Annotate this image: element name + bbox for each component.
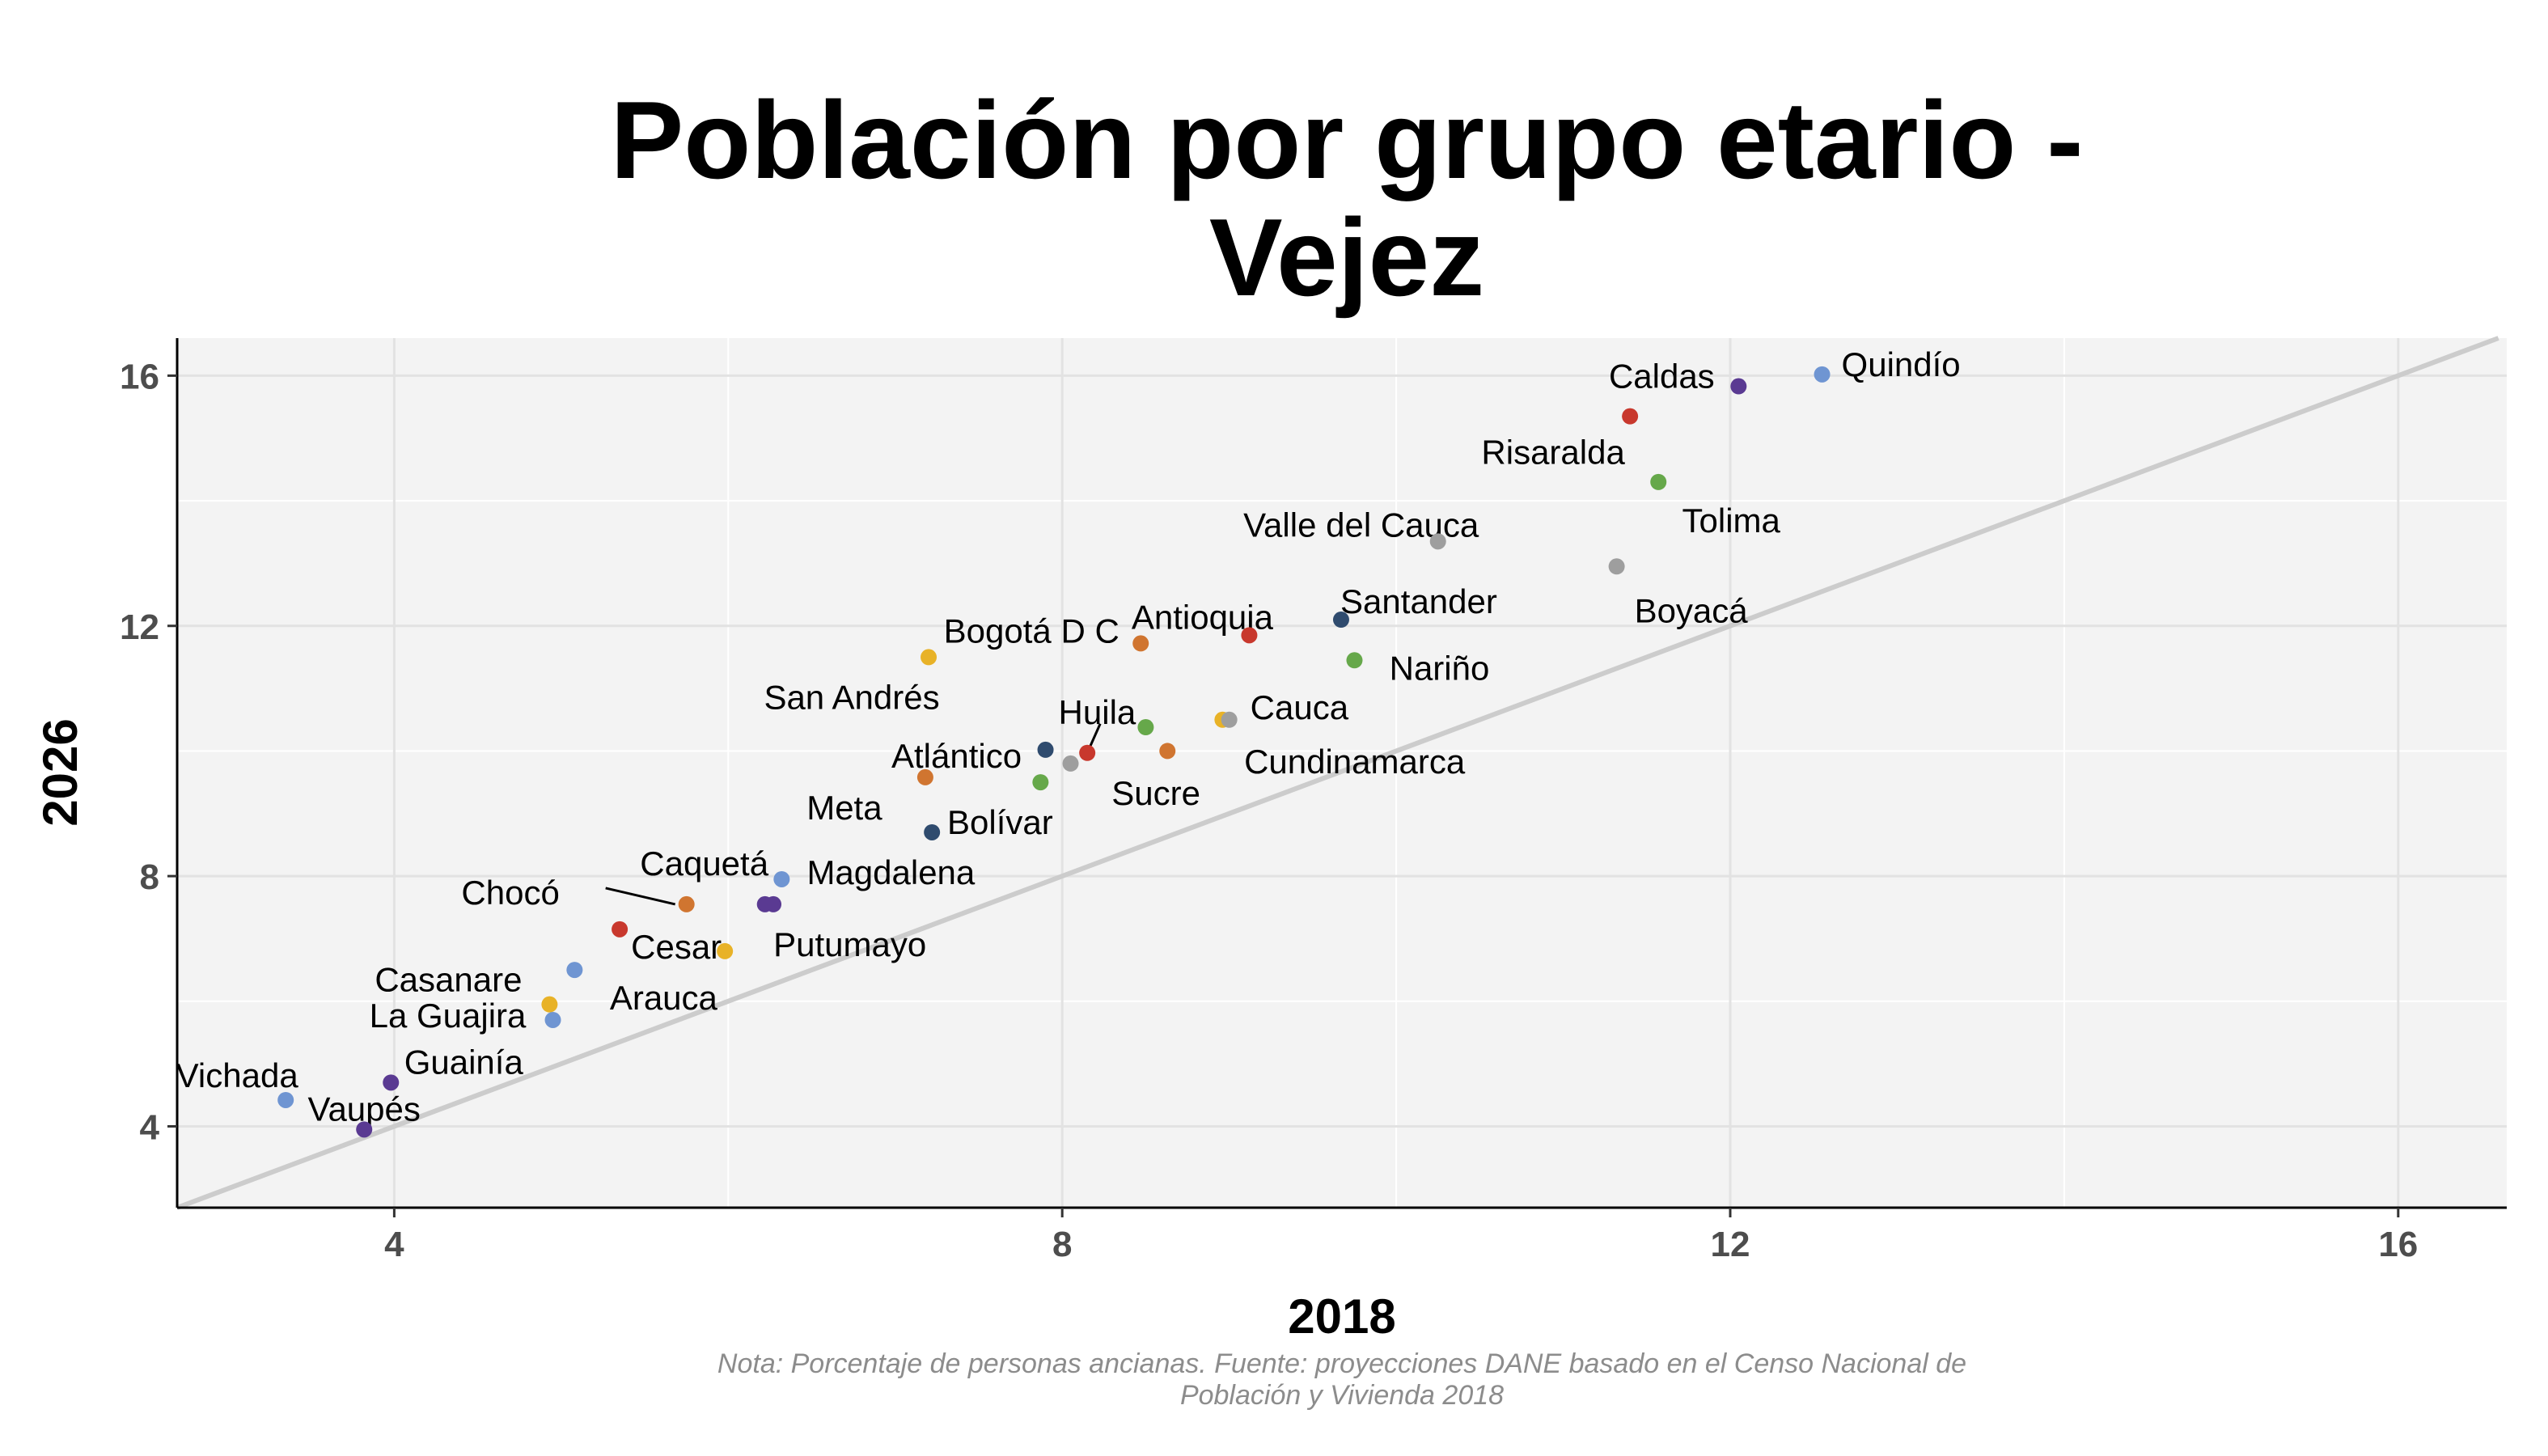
point-label: Cundinamarca [1244, 743, 1466, 781]
caption-line-2: Población y Vivienda 2018 [1180, 1380, 1504, 1411]
x-tick-label: 16 [2378, 1225, 2418, 1264]
data-point [1622, 408, 1639, 425]
point-label: Boyacá [1635, 591, 1749, 629]
y-tick-label: 16 [120, 357, 159, 396]
data-point [1159, 743, 1176, 760]
point-label: Casanare [375, 961, 522, 999]
point-label: Risaralda [1481, 434, 1625, 472]
y-tick-label: 4 [140, 1107, 160, 1147]
data-point [1429, 533, 1446, 550]
data-point [921, 649, 938, 666]
data-point [1062, 755, 1079, 772]
data-point [1221, 711, 1238, 728]
gridlines [177, 338, 2507, 1208]
data-point [773, 870, 790, 887]
point-label: Atlántico [891, 737, 1022, 775]
data-point [1608, 558, 1625, 575]
data-point [383, 1074, 400, 1091]
y-tick-label: 12 [120, 607, 159, 647]
point-label: Caquetá [640, 844, 768, 882]
data-point [924, 823, 941, 840]
data-point [541, 996, 558, 1013]
point-label: Cauca [1251, 688, 1349, 726]
data-point [1650, 473, 1667, 490]
data-point [1814, 366, 1831, 383]
point-label: Cesar [631, 928, 722, 966]
chart-title-line-1: Población por grupo etario - [611, 78, 2084, 201]
data-point [1032, 774, 1049, 791]
point-label: Quindío [1842, 345, 1961, 383]
x-tick-label: 12 [1711, 1225, 1750, 1264]
identity-line [176, 336, 2499, 1210]
data-point [678, 895, 695, 912]
label-leader-line [605, 887, 676, 906]
y-axis-title: 2026 [33, 718, 87, 826]
x-tick-label: 8 [1052, 1225, 1072, 1264]
data-point [1730, 378, 1747, 395]
data-point [1079, 744, 1096, 761]
chart-title-line-2: Vejez [1209, 196, 1484, 319]
data-point [1332, 612, 1349, 629]
x-axis-title: 2018 [1288, 1289, 1395, 1344]
point-label: Nariño [1390, 649, 1490, 687]
x-tick-label: 4 [384, 1225, 404, 1264]
axis-ticks: 4 8 12 16 4 8 12 16 [120, 357, 2418, 1264]
point-label: Arauca [610, 979, 718, 1017]
y-tick-label: 8 [140, 857, 159, 897]
point-label: Bolívar [947, 803, 1053, 841]
data-point [566, 962, 583, 979]
point-label: Santander [1340, 582, 1497, 620]
point-label: Magdalena [806, 853, 975, 891]
data-point [612, 921, 629, 938]
point-label: Sucre [1111, 774, 1200, 812]
data-point [544, 1011, 561, 1028]
point-label: San Andrés [764, 678, 939, 716]
data-point [356, 1121, 373, 1138]
data-point [1132, 635, 1149, 652]
data-point [1241, 627, 1258, 644]
point-label: La Guajira [370, 997, 527, 1035]
point-label: Caldas [1609, 358, 1715, 396]
point-label: Meta [806, 789, 882, 827]
point-label: Guainía [404, 1043, 524, 1081]
caption-line-1: Nota: Porcentaje de personas ancianas. F… [717, 1348, 1966, 1379]
point-label: Bogotá D C [944, 612, 1120, 650]
point-label: Putumayo [773, 925, 926, 963]
data-point [1137, 719, 1154, 736]
data-point [277, 1091, 294, 1108]
data-points [277, 366, 1831, 1138]
point-label: Chocó [461, 874, 559, 912]
data-point [717, 942, 734, 959]
point-label: Tolima [1682, 502, 1781, 540]
data-point [1037, 741, 1054, 758]
point-label: Huila [1059, 693, 1136, 731]
data-point [1346, 652, 1363, 669]
point-label: Vichada [176, 1056, 299, 1094]
data-point [916, 768, 933, 785]
data-point [765, 895, 782, 912]
